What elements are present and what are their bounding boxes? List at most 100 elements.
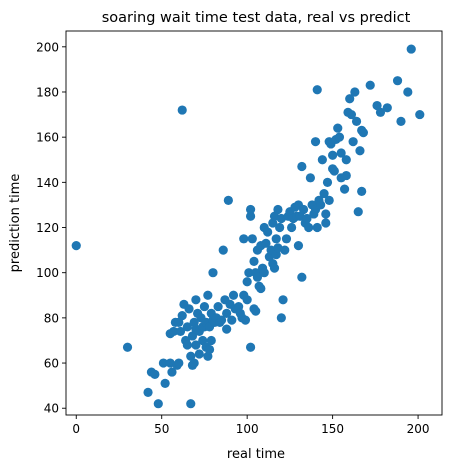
data-point-101 [273, 204, 283, 215]
data-point-103 [275, 222, 285, 233]
data-point-107 [280, 245, 290, 255]
data-point-14 [174, 358, 184, 368]
x-axis-label: real time [227, 447, 285, 462]
y-tick-label: 160 [36, 131, 59, 145]
data-point-10 [167, 367, 177, 377]
data-point-18 [177, 105, 187, 115]
data-point-56 [218, 245, 228, 255]
data-point-162 [358, 128, 368, 138]
data-point-146 [334, 132, 345, 142]
data-point-7 [160, 378, 170, 388]
data-point-108 [281, 234, 292, 244]
data-point-58 [222, 308, 232, 318]
data-point-139 [324, 195, 334, 206]
data-point-1 [122, 342, 133, 352]
y-tick-label: 180 [36, 85, 59, 99]
y-tick-label: 200 [36, 40, 59, 54]
data-point-73 [242, 277, 252, 287]
data-point-21 [182, 340, 192, 350]
x-tick-label: 100 [236, 422, 259, 436]
data-point-120 [298, 204, 309, 215]
data-point-137 [322, 177, 333, 187]
data-point-39 [199, 301, 210, 312]
data-point-6 [158, 358, 169, 368]
data-point-142 [328, 150, 338, 160]
y-axis: 40 60 80 100 120 140 160 180 200 [36, 40, 66, 416]
data-point-91 [261, 238, 271, 248]
data-point-77 [245, 204, 256, 215]
data-point-87 [256, 283, 266, 294]
data-point-166 [382, 103, 392, 113]
data-point-23 [184, 304, 194, 314]
data-point-135 [321, 209, 331, 219]
data-point-168 [396, 116, 406, 126]
x-tick-label: 0 [72, 422, 80, 436]
data-point-75 [245, 342, 256, 352]
data-point-60 [223, 195, 233, 206]
y-tick-label: 40 [44, 402, 59, 416]
data-point-167 [392, 76, 403, 86]
data-point-134 [319, 189, 329, 199]
y-tick-label: 140 [36, 176, 59, 190]
data-point-15 [174, 317, 184, 327]
data-point-28 [189, 358, 199, 368]
data-point-30 [191, 295, 201, 305]
chart-title: soaring wait time test data, real vs pre… [102, 10, 411, 26]
points-layer [71, 44, 425, 409]
data-point-136 [321, 218, 331, 228]
y-axis-label: prediction time [8, 174, 23, 273]
data-point-129 [312, 85, 322, 95]
data-point-123 [304, 222, 314, 233]
data-point-128 [310, 137, 321, 147]
data-point-78 [247, 234, 257, 244]
x-tick-label: 50 [154, 422, 169, 436]
data-point-38 [198, 335, 208, 346]
data-point-157 [351, 116, 362, 126]
data-point-98 [269, 263, 280, 273]
data-point-124 [305, 173, 315, 183]
data-point-155 [348, 137, 358, 147]
data-point-25 [186, 351, 196, 361]
data-point-165 [375, 107, 386, 117]
data-point-163 [365, 80, 375, 90]
plot-frame [65, 30, 443, 416]
y-tick-label: 60 [44, 357, 59, 371]
data-point-160 [357, 186, 367, 196]
data-point-49 [208, 268, 218, 278]
data-point-4 [150, 369, 160, 379]
data-point-22 [182, 322, 192, 332]
data-point-171 [415, 109, 425, 120]
data-point-143 [329, 166, 339, 176]
data-point-62 [227, 315, 237, 325]
data-point-130 [312, 222, 322, 233]
data-point-26 [187, 331, 198, 341]
data-point-0 [71, 240, 81, 251]
data-point-169 [403, 87, 413, 97]
y-tick-label: 80 [44, 311, 59, 325]
x-axis: 0 50 100 150 200 [72, 415, 430, 436]
data-point-55 [216, 315, 227, 325]
data-point-2 [143, 387, 153, 398]
data-point-153 [345, 94, 355, 104]
data-point-104 [276, 313, 286, 323]
x-tick-label: 150 [321, 422, 344, 436]
data-point-92 [263, 227, 273, 237]
y-tick-label: 100 [36, 266, 59, 280]
data-point-122 [302, 213, 312, 224]
data-point-46 [204, 344, 215, 355]
data-point-47 [206, 335, 216, 346]
data-point-118 [297, 161, 307, 172]
y-tick-label: 120 [36, 221, 59, 235]
data-point-115 [293, 240, 304, 251]
data-point-106 [278, 295, 288, 305]
data-point-150 [341, 155, 351, 165]
data-point-158 [353, 207, 363, 217]
data-point-17 [177, 311, 187, 321]
data-point-5 [153, 399, 163, 409]
data-point-79 [249, 256, 259, 266]
data-point-145 [333, 123, 343, 133]
data-point-16 [175, 326, 186, 337]
data-point-119 [297, 272, 307, 282]
data-point-63 [228, 290, 239, 300]
